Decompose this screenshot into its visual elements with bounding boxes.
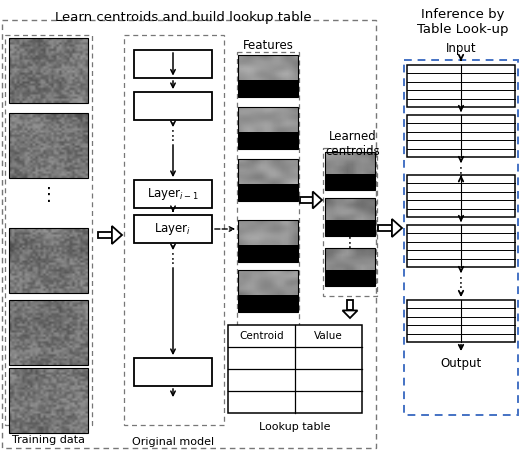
- Bar: [238, 107, 298, 149]
- Bar: [407, 225, 515, 267]
- Bar: [300, 197, 313, 203]
- Polygon shape: [392, 219, 402, 237]
- Text: ⋮: ⋮: [343, 236, 357, 250]
- Polygon shape: [343, 311, 357, 318]
- Bar: [407, 175, 515, 217]
- Text: Value: Value: [314, 331, 343, 341]
- Bar: [9, 38, 88, 103]
- Text: Layer$_{i-1}$: Layer$_{i-1}$: [147, 186, 199, 202]
- Bar: [9, 228, 88, 293]
- Bar: [9, 300, 88, 365]
- Text: Features: Features: [243, 39, 293, 52]
- Bar: [134, 50, 212, 78]
- Text: Learned
centroids: Learned centroids: [325, 130, 380, 158]
- Text: Training data: Training data: [12, 435, 85, 445]
- Text: ⋮: ⋮: [454, 276, 468, 290]
- Text: Inference by
Table Look-up: Inference by Table Look-up: [417, 8, 509, 36]
- Bar: [325, 248, 375, 286]
- Text: ⋮: ⋮: [166, 129, 180, 143]
- Bar: [347, 300, 353, 311]
- Bar: [237, 52, 299, 337]
- Bar: [407, 115, 515, 157]
- Bar: [124, 35, 224, 425]
- Bar: [134, 92, 212, 120]
- Text: ⋮: ⋮: [39, 186, 58, 204]
- Text: Lookup table: Lookup table: [259, 422, 331, 432]
- Bar: [325, 152, 375, 190]
- Bar: [9, 113, 88, 178]
- Text: ⋮: ⋮: [261, 246, 275, 260]
- Bar: [238, 220, 298, 262]
- Polygon shape: [313, 192, 322, 208]
- Text: Learn centroids and build lookup table: Learn centroids and build lookup table: [54, 11, 311, 24]
- Bar: [9, 368, 88, 433]
- Text: ⋮: ⋮: [454, 166, 468, 180]
- Text: ⋮: ⋮: [166, 252, 180, 266]
- Bar: [134, 358, 212, 386]
- Bar: [5, 35, 92, 425]
- Bar: [378, 225, 392, 232]
- Bar: [228, 325, 362, 413]
- Text: Original model: Original model: [132, 437, 214, 447]
- Text: Layer$_{i}$: Layer$_{i}$: [155, 221, 192, 237]
- Bar: [238, 55, 298, 97]
- Bar: [238, 159, 298, 201]
- Bar: [404, 60, 518, 415]
- Bar: [134, 215, 212, 243]
- Bar: [323, 148, 377, 296]
- Bar: [238, 270, 298, 312]
- Bar: [325, 198, 375, 236]
- Text: Centroid: Centroid: [239, 331, 284, 341]
- Text: Output: Output: [440, 357, 482, 370]
- Bar: [407, 65, 515, 107]
- Bar: [98, 232, 112, 238]
- Bar: [134, 180, 212, 208]
- Bar: [2, 20, 376, 448]
- Text: Input: Input: [446, 42, 476, 55]
- Polygon shape: [112, 226, 122, 244]
- Bar: [407, 300, 515, 342]
